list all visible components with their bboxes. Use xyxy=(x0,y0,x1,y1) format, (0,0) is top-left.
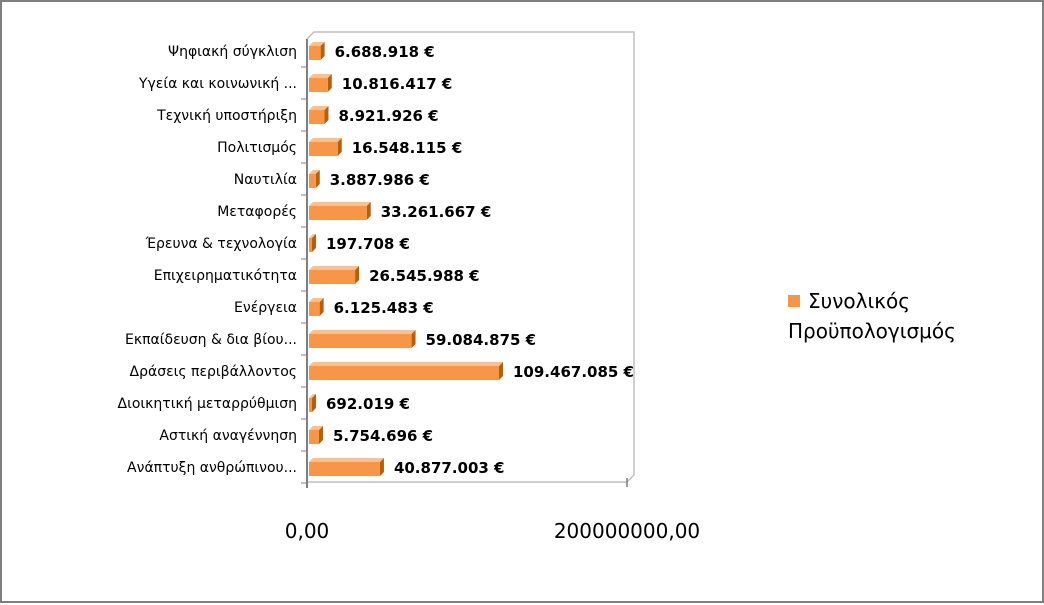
category-label: Ενέργεια xyxy=(234,300,297,316)
back-wall-outline xyxy=(306,31,635,483)
bar-top xyxy=(309,426,323,430)
category-label: Εκπαίδευση & δια βίου... xyxy=(125,332,297,348)
bar xyxy=(309,462,380,476)
data-label: 40.877.003 € xyxy=(394,459,505,477)
category-label: Τεχνική υποστήριξη xyxy=(156,108,297,124)
category-label: Έρευνα & τεχνολογία xyxy=(145,236,297,252)
value-labels: 6.688.918 € 10.816.417 € 8.921.926 € 16.548… xyxy=(326,43,634,477)
bar-side xyxy=(499,362,503,380)
bar xyxy=(309,46,321,60)
legend: Συνολικός Προϋπολογισμός xyxy=(788,286,1038,346)
data-label: 33.261.667 € xyxy=(381,203,492,221)
bar-top xyxy=(309,74,332,78)
bar-top xyxy=(309,202,371,206)
x-tick-label: 0,00 xyxy=(285,519,330,543)
category-label: Δράσεις περιβάλλοντος xyxy=(130,364,298,380)
bar xyxy=(309,334,412,348)
legend-label-line1: Συνολικός xyxy=(808,289,910,313)
bar xyxy=(309,398,312,412)
data-label: 3.887.986 € xyxy=(330,171,430,189)
bar xyxy=(309,302,320,316)
bar-top xyxy=(309,298,324,302)
category-label: Επιχειρηματικότητα xyxy=(154,268,297,284)
bar-side xyxy=(319,298,324,316)
data-label: 6.125.483 € xyxy=(334,299,434,317)
bar-side xyxy=(318,426,323,444)
category-label: Ανάπτυξη ανθρώπινου... xyxy=(127,460,297,476)
data-label: 26.545.988 € xyxy=(369,267,480,285)
bar-side xyxy=(337,138,342,156)
data-label: 8.921.926 € xyxy=(338,107,438,125)
category-labels: Ψηφιακή σύγκλιση Υγεία και κοινωνική ... Τ… xyxy=(118,44,307,484)
bar xyxy=(309,110,325,124)
x-tick-label: 200000000,00 xyxy=(554,519,700,543)
category-label: Πολιτισμός xyxy=(217,140,297,156)
bar-side xyxy=(312,234,316,252)
bar-side xyxy=(320,42,325,60)
bar-top xyxy=(309,170,320,174)
plot-area-walls xyxy=(306,31,635,488)
x-axis-tick-labels: 0,00 200000000,00 xyxy=(285,519,700,543)
data-label: 6.688.918 € xyxy=(335,43,435,61)
category-label: Ναυτιλία xyxy=(234,172,297,188)
legend-label-line2: Προϋπολογισμός xyxy=(788,319,956,343)
data-label: 5.754.696 € xyxy=(333,427,433,445)
data-label: 59.084.875 € xyxy=(426,331,537,349)
bar-top xyxy=(309,266,360,270)
bar xyxy=(309,270,356,284)
bar-top xyxy=(309,330,416,334)
bar xyxy=(309,206,367,220)
bar xyxy=(309,174,316,188)
bars xyxy=(309,42,503,476)
bar-side xyxy=(411,330,416,348)
bar-top xyxy=(309,42,325,46)
bar-side xyxy=(312,394,316,412)
bar-top xyxy=(309,394,316,398)
category-label: Αστική αναγέννηση xyxy=(159,428,297,444)
bar-top xyxy=(309,458,384,462)
bar-top xyxy=(309,106,329,110)
data-label: 10.816.417 € xyxy=(342,75,453,93)
bar-top xyxy=(309,234,316,238)
bar xyxy=(309,366,499,380)
data-label: 16.548.115 € xyxy=(352,139,463,157)
bar xyxy=(309,238,312,252)
data-label: 197.708 € xyxy=(326,235,410,253)
data-label: 692.019 € xyxy=(326,395,410,413)
category-label: Μεταφορές xyxy=(217,204,297,220)
category-label: Διοικητική μεταρρύθμιση xyxy=(118,396,297,412)
bar-side xyxy=(327,74,332,92)
bar xyxy=(309,78,328,92)
data-label: 109.467.085 € xyxy=(513,363,634,381)
category-label: Υγεία και κοινωνική ... xyxy=(138,76,297,92)
bar-side xyxy=(315,170,320,188)
legend-swatch xyxy=(788,295,800,307)
bar-side xyxy=(366,202,371,220)
bar xyxy=(309,142,338,156)
bar-top xyxy=(309,138,342,142)
bar-side xyxy=(355,266,360,284)
bar-side xyxy=(324,106,329,124)
bar-top xyxy=(309,362,503,366)
bar-side xyxy=(379,458,384,476)
bar xyxy=(309,430,319,444)
category-label: Ψηφιακή σύγκλιση xyxy=(168,44,297,60)
